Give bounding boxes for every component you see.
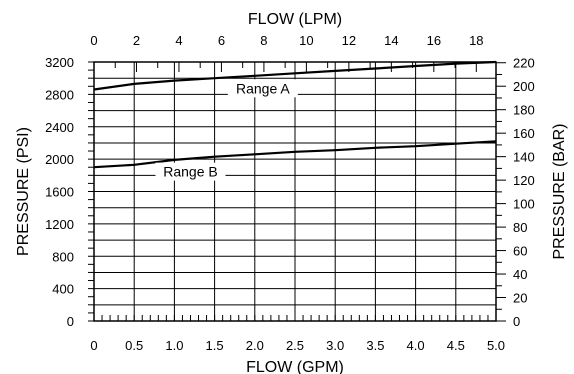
right-tick-label: 220 [513,56,535,71]
series-label: Range A [236,80,290,96]
right-tick-label: 120 [513,173,535,188]
tick-labels: 0 0.5 1.0 1.5 2.0 2.5 3.0 3.5 4.0 4.5 5.0 0 2 4 6 8 10 12… [45,33,535,353]
right-tick-label: 60 [513,244,527,259]
bottom-tick-label: 3.5 [366,338,384,353]
right-axis-title: PRESSURE (BAR) [551,123,568,259]
right-tick-label: 140 [513,150,535,165]
bottom-tick-label: 3.0 [326,338,344,353]
bottom-tick-label: 2.5 [286,338,304,353]
series-label: Range B [163,164,217,180]
top-tick-label: 2 [133,33,140,48]
right-tick-label: 40 [513,267,527,282]
left-axis-title: PRESSURE (PSI) [15,127,32,256]
left-tick-label: 2400 [45,120,74,135]
series-label-background [155,162,226,181]
left-tick-label: 1200 [45,217,74,232]
top-tick-label: 12 [342,33,356,48]
bottom-tick-label: 0.5 [125,338,143,353]
right-tick-label: 0 [513,314,520,329]
left-tick-label: 0 [67,314,74,329]
right-tick-label: 80 [513,220,527,235]
bottom-tick-label: 4.0 [407,338,425,353]
left-tick-label: 400 [52,282,74,297]
series-line [93,60,497,91]
right-tick-label: 180 [513,103,535,118]
top-axis-title: FLOW (LPM) [248,11,342,28]
right-tick-label: 200 [513,79,535,94]
bottom-axis-title: FLOW (GPM) [246,359,344,374]
left-tick-label: 3200 [45,55,74,70]
minor-ticks [88,61,506,322]
right-tick-label: 160 [513,126,535,141]
series-lines: Range A Range B [93,60,497,181]
left-tick-label: 2000 [45,152,74,167]
bottom-tick-label: 5.0 [487,338,505,353]
top-tick-label: 16 [427,33,441,48]
bottom-tick-label: 2.0 [246,338,264,353]
bottom-tick-label: 0 [90,338,97,353]
left-tick-label: 800 [52,249,74,264]
left-tick-label: 1600 [45,185,74,200]
left-tick-label: 2800 [45,87,74,102]
series-label-background [227,79,298,98]
top-tick-label: 8 [260,33,267,48]
right-tick-label: 100 [513,197,535,212]
bottom-tick-label: 1.5 [206,338,224,353]
bottom-tick-label: 4.5 [447,338,465,353]
right-tick-label: 20 [513,291,527,306]
top-tick-label: 0 [90,33,97,48]
grid [93,61,497,322]
series-line [93,140,497,169]
top-tick-label: 14 [384,33,398,48]
top-tick-label: 4 [175,33,182,48]
top-tick-label: 18 [469,33,483,48]
top-tick-label: 6 [218,33,225,48]
plot-frame [93,61,497,322]
top-tick-label: 10 [299,33,313,48]
bottom-tick-label: 1.0 [165,338,183,353]
